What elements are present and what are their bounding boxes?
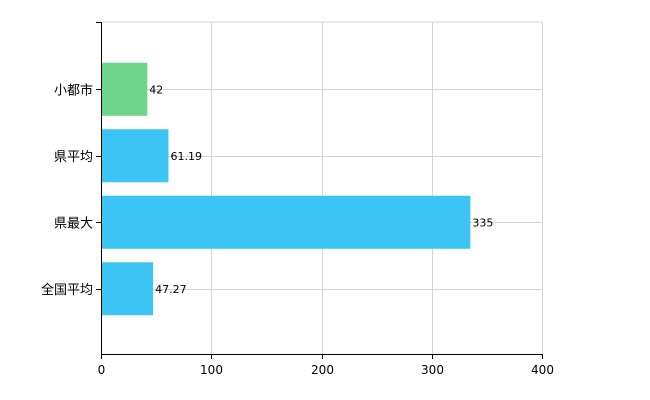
bar — [102, 262, 154, 316]
axes — [101, 22, 542, 355]
data-label: 335 — [472, 216, 493, 229]
data-label: 47.27 — [155, 283, 187, 296]
category-label: 小都市 — [54, 82, 93, 98]
category-label: 県最大 — [54, 216, 93, 231]
bar — [102, 129, 169, 183]
bar — [102, 195, 471, 249]
category-label: 県平均 — [54, 150, 93, 165]
category-label: 全国平均 — [41, 282, 93, 298]
data-label: 42 — [149, 83, 163, 96]
x-tick-label: 300 — [421, 363, 444, 377]
bars — [102, 62, 471, 316]
labels: 0 100 200 300 400 小都市 42 県平均 61.19 県最大 335 全国平均 47.2… — [41, 22, 554, 377]
data-label: 61.19 — [170, 150, 202, 163]
grid-lines — [101, 21, 543, 354]
x-tick-label: 400 — [531, 363, 554, 377]
x-tick-label: 100 — [200, 363, 223, 377]
bar — [102, 62, 148, 116]
x-tick-label: 0 — [98, 363, 106, 377]
x-tick-label: 200 — [311, 363, 334, 377]
